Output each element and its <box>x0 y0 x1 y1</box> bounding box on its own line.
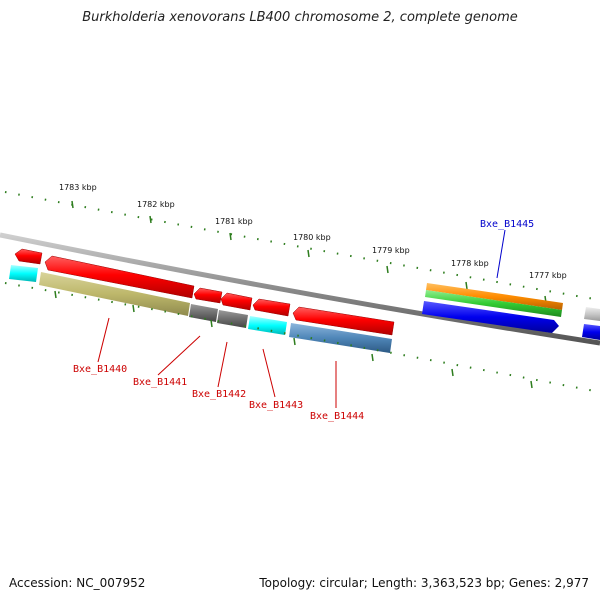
block-lightgrey-edge[interactable] <box>584 307 600 321</box>
callout-bxe-b1440 <box>97 317 110 363</box>
gene-arrow-bxe-b1442[interactable] <box>220 292 253 311</box>
gene-label-bxe-b1440[interactable]: Bxe_B1440 <box>73 364 127 375</box>
block-khaki[interactable] <box>39 272 190 316</box>
gene-arrow-bxe-b1441[interactable] <box>193 287 223 304</box>
gene-label-bxe-b1442[interactable]: Bxe_B1442 <box>192 389 246 400</box>
ruler-label-1782: 1782 kbp <box>137 200 175 209</box>
gene-label-bxe-b1445[interactable]: Bxe_B1445 <box>480 219 534 230</box>
ruler-label-1781: 1781 kbp <box>215 217 253 226</box>
right-features <box>422 283 600 340</box>
gene-arrow-bxe-b1440[interactable] <box>44 255 195 299</box>
chromosome-backbone <box>0 232 600 346</box>
ruler-label-1778: 1778 kbp <box>451 259 489 268</box>
block-grey-2[interactable] <box>217 310 248 328</box>
map-title: Burkholderia xenovorans LB400 chromosome… <box>82 10 518 25</box>
ruler-label-1780: 1780 kbp <box>293 233 331 242</box>
block-steelblue[interactable] <box>289 323 392 353</box>
gene-label-bxe-b1444[interactable]: Bxe_B1444 <box>310 411 364 422</box>
block-cyan-left[interactable] <box>9 265 38 282</box>
accession-text: Accession: NC_007952 <box>9 576 146 590</box>
gene-labels: Bxe_B1440 Bxe_B1441 Bxe_B1442 Bxe_B1443 … <box>73 219 534 422</box>
block-blue-edge[interactable] <box>582 324 600 340</box>
block-grey-1[interactable] <box>189 304 218 322</box>
callout-bxe-b1442 <box>217 341 228 388</box>
gene-arrow-red[interactable] <box>14 248 43 265</box>
topology-summary: Topology: circular; Length: 3,363,523 bp… <box>259 576 589 590</box>
ruler-label-1783: 1783 kbp <box>59 183 97 192</box>
gene-arrow-bxe-b1443[interactable] <box>252 298 291 317</box>
gene-arrow-bxe-b1445[interactable] <box>422 301 559 333</box>
forward-strand-features <box>14 248 395 336</box>
ruler-label-1779: 1779 kbp <box>372 246 410 255</box>
ruler-ticks-lower <box>54 290 533 389</box>
gene-callouts <box>97 229 506 408</box>
callout-bxe-b1443 <box>262 348 276 398</box>
gene-bar-green[interactable] <box>425 290 562 317</box>
callout-bxe-b1441 <box>157 335 201 376</box>
ruler-label-1777: 1777 kbp <box>529 271 567 280</box>
block-cyan[interactable] <box>248 316 287 335</box>
gene-label-bxe-b1443[interactable]: Bxe_B1443 <box>249 400 303 411</box>
ruler-labels: 1783 kbp 1782 kbp 1781 kbp 1780 kbp 1779… <box>59 183 567 280</box>
gene-label-bxe-b1441[interactable]: Bxe_B1441 <box>133 377 187 388</box>
gene-bar-orange[interactable] <box>426 283 563 310</box>
gene-arrow-bxe-b1444[interactable] <box>292 306 395 336</box>
callout-bxe-b1445 <box>496 229 506 279</box>
annotation-blocks <box>9 265 392 353</box>
